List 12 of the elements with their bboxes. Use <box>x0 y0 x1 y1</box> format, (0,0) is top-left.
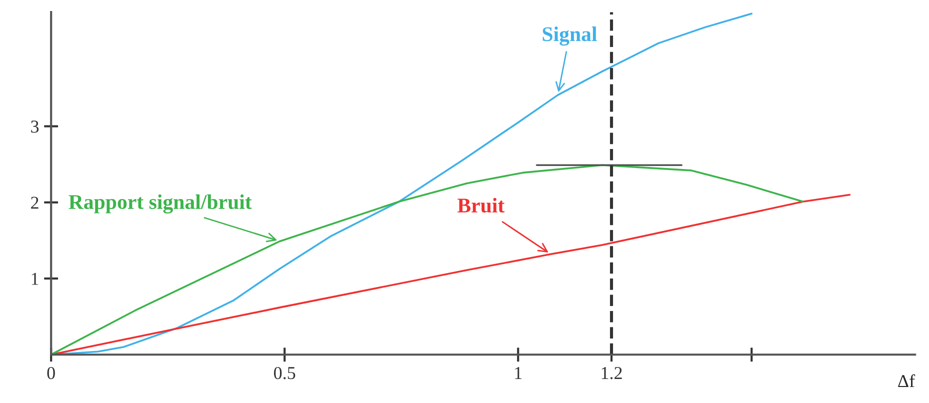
y-tick-label: 2 <box>31 196 38 209</box>
x-tick-label: 0.5 <box>274 366 296 380</box>
text: Bruit <box>458 198 505 213</box>
x-tick-label: 1 <box>515 367 522 379</box>
line-series <box>51 164 804 355</box>
y-tick-label: 1 <box>32 272 38 285</box>
y-tick-label: 3 <box>31 120 39 133</box>
x-tick-label: 1.2 <box>602 367 622 380</box>
series-label: Signal <box>542 26 597 46</box>
series-label: Rapport signal/bruit <box>68 194 252 214</box>
x-axis-title: Δf <box>898 374 916 388</box>
x-tick-label: 0 <box>47 366 55 380</box>
